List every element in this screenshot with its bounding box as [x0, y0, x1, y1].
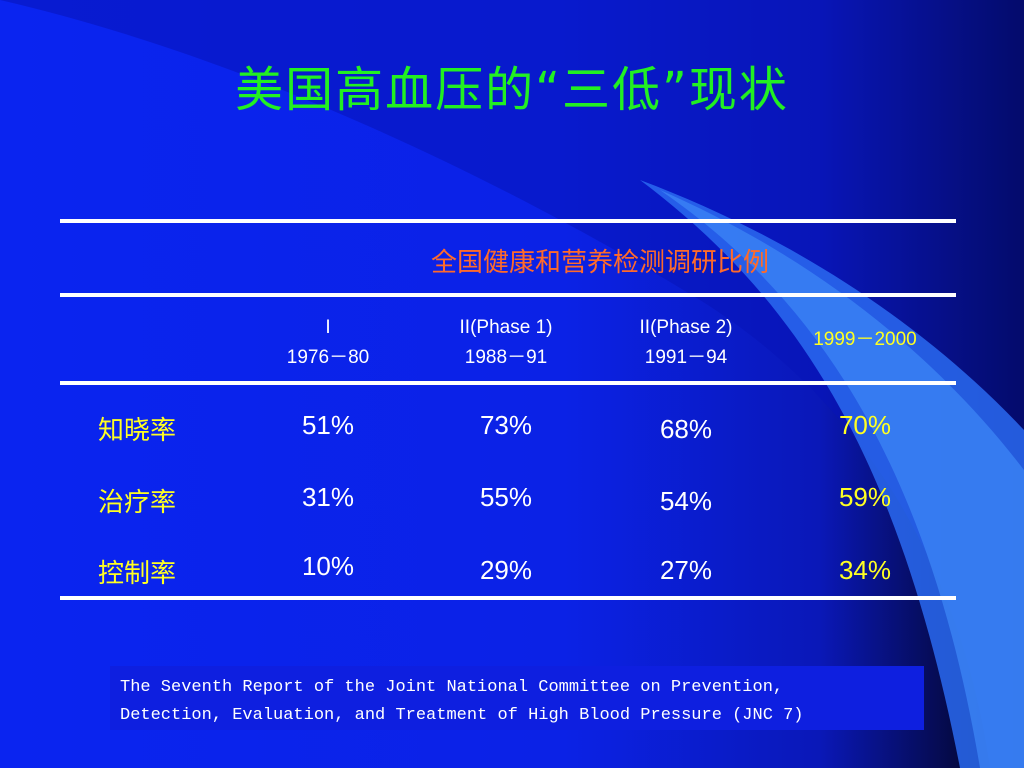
slide-title: 美国高血压的“三低”现状	[235, 62, 789, 118]
reference-box: The Seventh Report of the Joint National…	[110, 666, 924, 730]
table-cell: 54%	[659, 486, 713, 516]
table-cell: 34%	[838, 555, 892, 585]
column-header-phase-1: I 1976－80	[258, 313, 398, 373]
table-cell: 51%	[301, 410, 355, 440]
column-header-line2: 1991－94	[644, 347, 728, 368]
table-cell: 59%	[838, 482, 892, 512]
table-top-rule	[60, 219, 956, 223]
table-bottom-rule	[60, 596, 956, 600]
table-cell: 10%	[301, 551, 355, 581]
row-label-awareness: 知晓率	[98, 416, 177, 446]
table-cell: 29%	[479, 555, 533, 585]
column-header-phase-2-2: II(Phase 2) 1991－94	[606, 313, 766, 373]
table-cell: 73%	[479, 410, 533, 440]
table-header-rule	[60, 293, 956, 297]
table-cell: 68%	[659, 414, 713, 444]
column-header-line1: 1999－2000	[813, 329, 917, 350]
column-header-phase-2-1: II(Phase 1) 1988－91	[426, 313, 586, 373]
table-subtitle: 全国健康和营养检测调研比例	[430, 248, 769, 278]
reference-line-1: The Seventh Report of the Joint National…	[120, 678, 784, 697]
table-cell: 70%	[838, 410, 892, 440]
table-cell: 27%	[659, 555, 713, 585]
column-header-line1: II(Phase 1)	[459, 317, 553, 338]
column-header-line2: 1976－80	[286, 347, 370, 368]
column-header-line2: 1988－91	[464, 347, 548, 368]
row-label-treatment: 治疗率	[98, 488, 177, 518]
table-cell: 55%	[479, 482, 533, 512]
column-header-line1: I	[325, 317, 331, 338]
row-label-control: 控制率	[98, 559, 177, 589]
table-cell: 31%	[301, 482, 355, 512]
column-header-line1: II(Phase 2)	[639, 317, 733, 338]
table-body-rule	[60, 381, 956, 385]
reference-line-2: Detection, Evaluation, and Treatment of …	[120, 706, 804, 725]
column-header-1999-2000: 1999－2000	[790, 325, 940, 355]
